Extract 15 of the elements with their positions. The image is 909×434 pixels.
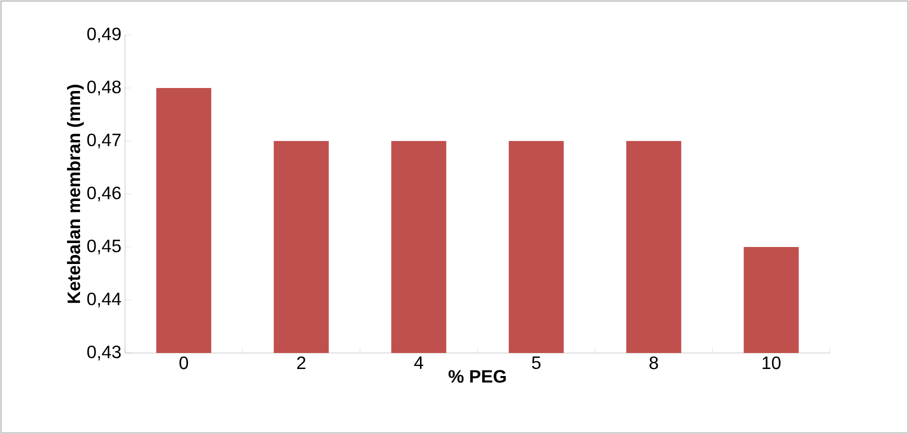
x-tick-label: 5: [532, 356, 540, 370]
y-tick-label: 0,46: [87, 186, 121, 202]
x-tick-label: 10: [762, 356, 781, 370]
y-tick-label: 0,44: [87, 292, 121, 308]
x-axis-title: % PEG: [448, 370, 506, 383]
y-tick-label: 0,49: [87, 28, 121, 42]
y-axis-title: Ketebalan membran (mm): [67, 84, 84, 303]
y-tick-label: 0,43: [87, 346, 121, 360]
x-tick-label: 0: [179, 356, 188, 370]
y-tick-label: 0,47: [87, 134, 121, 148]
x-tick-label: 4: [414, 356, 424, 369]
x-tick-label: 8: [650, 356, 658, 370]
y-tick-label: 0,45: [87, 240, 121, 254]
x-tick-label: 2: [297, 356, 306, 370]
y-tick-label: 0,48: [87, 80, 121, 96]
